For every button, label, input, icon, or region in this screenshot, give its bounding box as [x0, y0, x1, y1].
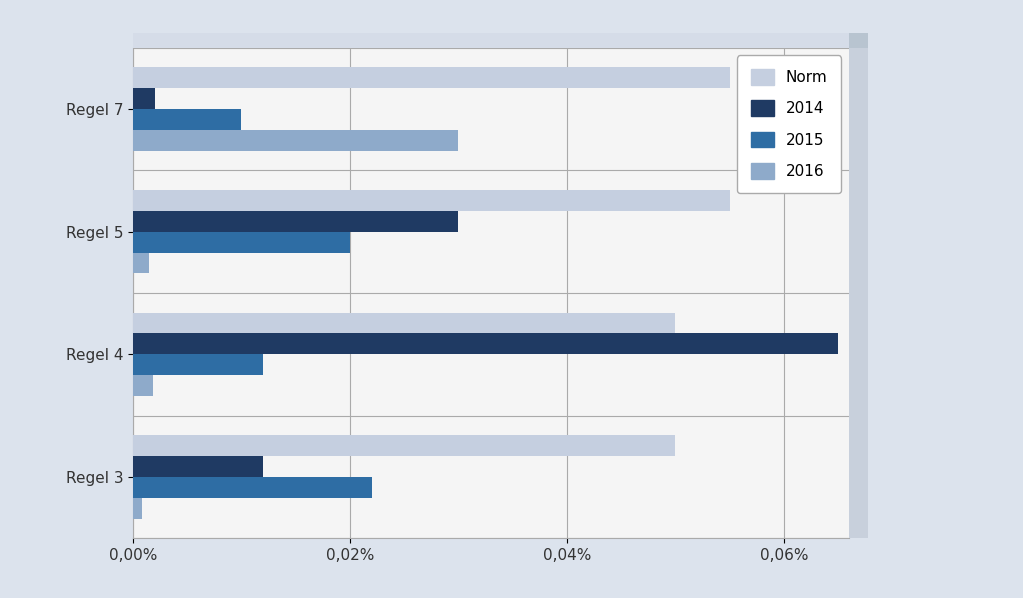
Bar: [133, 89, 154, 109]
Bar: [133, 252, 149, 273]
Bar: [133, 354, 263, 375]
Bar: [133, 190, 729, 211]
Bar: [133, 456, 263, 477]
Bar: [133, 231, 350, 252]
Bar: [133, 334, 838, 354]
Bar: [133, 68, 729, 89]
Bar: [133, 130, 458, 151]
Legend: Norm, 2014, 2015, 2016: Norm, 2014, 2015, 2016: [737, 56, 842, 193]
Bar: [133, 498, 141, 518]
Bar: [133, 375, 152, 396]
Bar: [133, 211, 458, 232]
Bar: [133, 109, 241, 130]
Bar: [133, 435, 675, 456]
Bar: [133, 313, 675, 334]
Bar: [133, 477, 371, 498]
